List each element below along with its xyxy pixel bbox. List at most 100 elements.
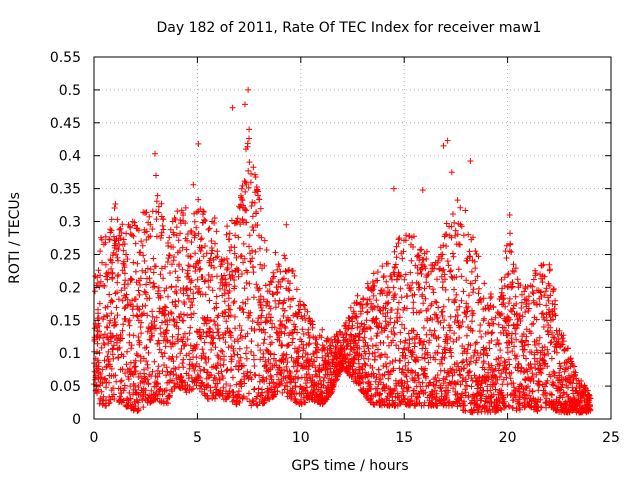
data-point	[282, 255, 289, 262]
data-point	[97, 272, 104, 279]
data-point	[258, 234, 265, 241]
data-point	[378, 287, 384, 294]
data-point	[569, 362, 576, 369]
data-point	[402, 337, 409, 344]
data-point	[295, 348, 302, 355]
data-point	[484, 302, 491, 309]
data-point	[261, 399, 268, 406]
data-point	[450, 211, 456, 217]
data-point	[444, 137, 451, 144]
data-point	[461, 345, 468, 352]
data-point	[226, 288, 233, 294]
data-point	[173, 283, 180, 290]
data-point	[174, 208, 181, 215]
data-point	[302, 399, 309, 406]
data-point	[119, 297, 126, 304]
data-point	[512, 355, 519, 362]
data-point	[554, 404, 561, 411]
data-point	[202, 243, 208, 249]
data-point	[406, 336, 413, 343]
data-point	[256, 196, 263, 203]
data-point	[109, 298, 116, 305]
data-point	[188, 374, 195, 381]
x-axis-label: GPS time / hours	[291, 458, 408, 474]
data-point	[177, 350, 184, 357]
data-point	[480, 295, 487, 302]
data-point	[347, 304, 354, 311]
data-point	[214, 248, 221, 255]
data-point	[346, 351, 353, 358]
data-point	[456, 303, 463, 310]
data-point	[253, 210, 260, 217]
data-point	[204, 314, 211, 321]
data-point	[243, 344, 250, 351]
data-point	[348, 325, 355, 332]
data-point	[137, 249, 144, 256]
data-point	[202, 291, 209, 298]
data-point	[137, 380, 144, 386]
data-point	[95, 386, 102, 393]
data-point	[525, 300, 532, 307]
data-point	[477, 384, 484, 391]
data-point	[417, 383, 424, 390]
data-point	[442, 286, 449, 293]
data-point	[149, 368, 156, 375]
data-point	[99, 366, 106, 373]
data-point	[300, 301, 307, 308]
data-point	[501, 358, 508, 365]
data-point	[423, 279, 430, 286]
data-point	[270, 269, 277, 276]
data-point	[513, 336, 520, 343]
data-point	[512, 293, 519, 300]
data-point	[271, 351, 278, 358]
data-point	[422, 373, 429, 380]
data-point	[325, 353, 332, 360]
data-point	[277, 283, 284, 290]
data-point	[219, 348, 226, 355]
data-point	[519, 313, 526, 320]
data-point	[147, 337, 154, 344]
data-point	[129, 297, 136, 304]
data-point	[532, 342, 539, 348]
y-tick-label: 0	[72, 412, 81, 428]
data-point	[108, 216, 115, 223]
data-point	[193, 224, 200, 231]
data-point	[463, 356, 470, 363]
data-point	[282, 355, 289, 362]
data-point	[372, 378, 379, 385]
data-point	[489, 366, 496, 373]
data-point	[108, 310, 115, 317]
data-point	[175, 277, 181, 284]
data-point	[435, 257, 442, 264]
data-point	[256, 285, 263, 292]
data-point	[523, 355, 529, 362]
data-point	[141, 258, 148, 264]
data-point	[283, 221, 290, 228]
data-point	[402, 271, 409, 278]
data-point	[544, 377, 551, 384]
data-point	[262, 319, 269, 326]
data-point	[160, 226, 167, 233]
data-point	[159, 353, 166, 360]
data-point	[302, 380, 309, 387]
data-point	[157, 385, 164, 392]
data-point	[170, 244, 177, 251]
data-point	[515, 361, 522, 368]
data-point	[257, 245, 263, 252]
data-point	[395, 306, 401, 313]
data-point	[98, 344, 105, 351]
data-point	[244, 395, 250, 402]
data-point	[205, 226, 212, 233]
data-point	[509, 279, 516, 286]
data-point	[274, 289, 281, 296]
data-point	[249, 397, 256, 404]
data-point	[231, 244, 238, 251]
data-point	[107, 396, 114, 403]
data-point	[121, 382, 128, 389]
data-point	[536, 340, 542, 347]
data-point	[158, 349, 165, 356]
y-tick-label: 0.3	[59, 215, 81, 231]
data-point	[315, 346, 322, 353]
data-point	[523, 333, 530, 340]
data-point	[122, 277, 129, 284]
